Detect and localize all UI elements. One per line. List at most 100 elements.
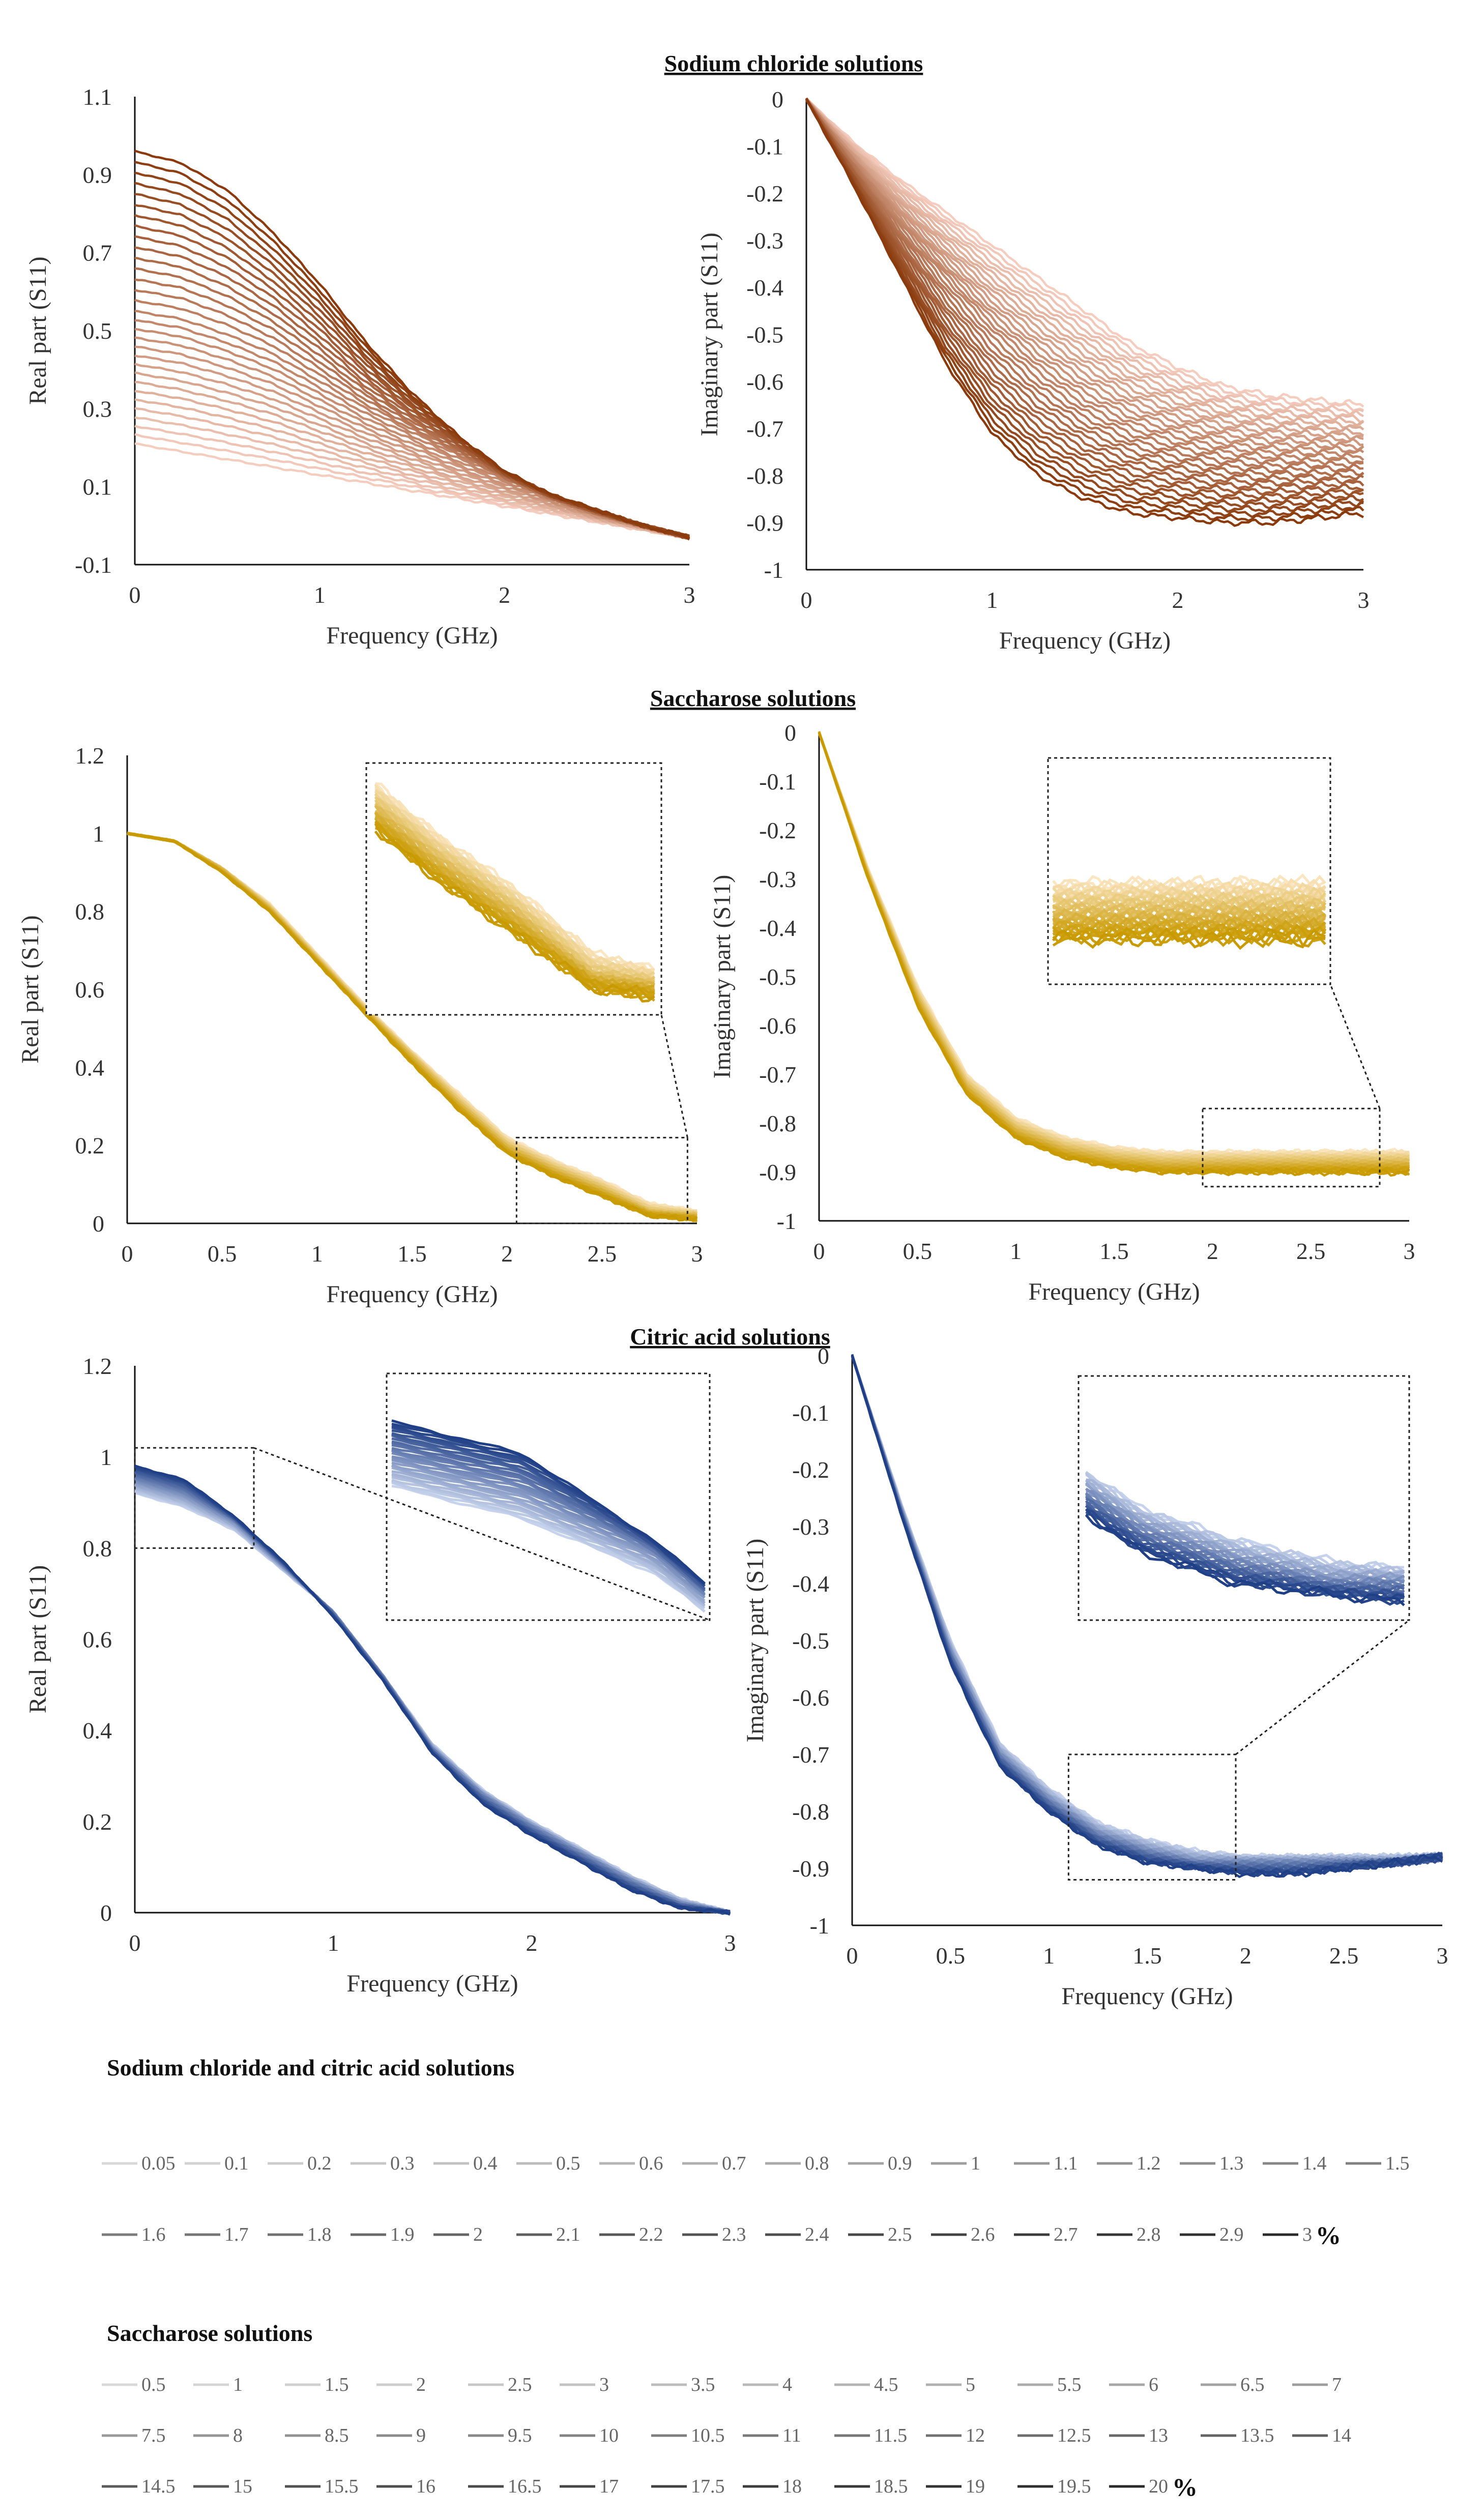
- x-tick-label: 2.5: [588, 1241, 617, 1267]
- legend-label: 9.5: [508, 2425, 532, 2446]
- inset-series-line: [391, 1476, 706, 1607]
- x-axis-label: Frequency (GHz): [346, 1970, 518, 1997]
- x-axis-label: Frequency (GHz): [1061, 1983, 1233, 2010]
- legend-label: 10: [599, 2425, 619, 2446]
- y-tick-label: -1: [810, 1913, 829, 1939]
- legend-label: 1.9: [390, 2224, 415, 2245]
- y-tick-label: 0.7: [83, 240, 112, 266]
- x-tick-label: 1: [1043, 1943, 1055, 1969]
- legend-label: 4: [782, 2374, 792, 2395]
- x-tick-label: 0: [129, 1930, 141, 1956]
- legend-label: 3.5: [691, 2374, 715, 2395]
- series-line: [134, 193, 690, 539]
- x-tick-label: 1: [314, 582, 326, 608]
- series-line: [805, 98, 1364, 462]
- legend-label: 1.7: [224, 2224, 249, 2245]
- legend-label: 2.6: [971, 2224, 995, 2245]
- y-tick-label: 1: [93, 821, 104, 846]
- y-tick-label: 0.2: [75, 1133, 105, 1159]
- y-tick-label: 0.2: [83, 1809, 112, 1835]
- y-tick-label: -1: [764, 557, 783, 583]
- y-tick-label: -0.9: [759, 1159, 796, 1185]
- x-tick-label: 1.5: [1099, 1238, 1129, 1264]
- y-tick-label: -0.3: [792, 1514, 829, 1540]
- y-tick-label: -0.3: [759, 866, 796, 892]
- series-line: [134, 182, 690, 539]
- series-line: [805, 98, 1364, 527]
- legend-label: 7: [1332, 2374, 1342, 2395]
- y-tick-label: -0.4: [792, 1571, 829, 1597]
- y-tick-label: 0.5: [83, 318, 112, 344]
- series-line: [805, 98, 1364, 440]
- y-tick-label: 0.8: [83, 1535, 112, 1561]
- legend-label: 2: [473, 2224, 483, 2245]
- legend-label: 2.9: [1219, 2224, 1244, 2245]
- legend-title: Saccharose solutions: [107, 2320, 312, 2346]
- legend-label: 1.5: [325, 2374, 349, 2395]
- series-line: [805, 99, 1364, 487]
- y-tick-label: -0.8: [746, 463, 783, 489]
- legend-label: 15.5: [325, 2476, 359, 2497]
- legend-label: 18: [782, 2476, 802, 2497]
- legend-label: 18.5: [874, 2476, 908, 2497]
- zoom-region-box: [1202, 1107, 1381, 1188]
- y-axis-label: Imaginary part (S11): [742, 1539, 769, 1743]
- legend-label: 1.6: [141, 2224, 166, 2245]
- legend-label: 8.5: [325, 2425, 349, 2446]
- series-line: [134, 1464, 731, 1916]
- y-tick-label: -0.5: [746, 322, 783, 348]
- series-line: [805, 97, 1364, 412]
- inset-connector: [1329, 984, 1381, 1109]
- series-line: [805, 99, 1364, 504]
- y-tick-label: 1.2: [83, 1353, 112, 1379]
- y-tick-label: 0.4: [83, 1718, 112, 1744]
- series-line: [134, 345, 690, 540]
- inset-series-line: [1085, 1514, 1405, 1606]
- series-line: [134, 336, 690, 540]
- x-tick-label: 0: [847, 1943, 858, 1969]
- series-line: [805, 99, 1364, 447]
- inset-series-line: [391, 1429, 706, 1587]
- series-line: [805, 98, 1364, 427]
- y-tick-label: 0: [818, 1343, 829, 1369]
- y-tick-label: -0.2: [746, 181, 783, 207]
- series-line: [805, 99, 1364, 470]
- x-tick-label: 1: [1010, 1238, 1022, 1264]
- series-line: [805, 99, 1364, 429]
- series-line: [134, 443, 690, 540]
- x-tick-label: 0: [129, 582, 141, 608]
- y-tick-label: -0.5: [759, 964, 796, 990]
- section-title-nacl: Sodium chloride solutions: [664, 50, 923, 76]
- inset-series-line: [391, 1419, 706, 1585]
- series-line: [805, 99, 1364, 518]
- legend-label: 16: [416, 2476, 435, 2497]
- y-tick-label: -0.5: [792, 1628, 829, 1654]
- inset-connector: [253, 1447, 710, 1621]
- legend-unit: %: [1316, 2221, 1341, 2249]
- legend-title: Sodium chloride and citric acid solution…: [107, 2055, 514, 2081]
- legend-label: 2.2: [639, 2224, 663, 2245]
- legend-label: 10.5: [691, 2425, 725, 2446]
- section-title-citric: Citric acid solutions: [630, 1324, 830, 1350]
- x-axis-label: Frequency (GHz): [326, 1281, 498, 1308]
- inset-series-line: [1052, 927, 1326, 950]
- legend-label: 19: [966, 2476, 985, 2497]
- y-tick-label: 0.6: [83, 1627, 112, 1653]
- y-tick-label: -0.6: [746, 369, 783, 395]
- y-tick-label: -0.4: [759, 915, 796, 941]
- legend-label: 0.05: [141, 2153, 176, 2174]
- series-line: [805, 98, 1364, 483]
- legend-label: 11.5: [874, 2425, 907, 2446]
- y-tick-label: 0: [772, 86, 783, 112]
- chart-sacch-real: 0 0.2 0.4 0.6 0.8 1 1.2 0 0.5 1 1.5 2 2.5 3 Frequency …: [17, 743, 703, 1308]
- legend-label: 20: [1149, 2476, 1168, 2497]
- x-tick-label: 2: [1172, 587, 1184, 613]
- y-tick-label: -0.2: [792, 1457, 829, 1483]
- x-axis-label: Frequency (GHz): [1028, 1278, 1200, 1305]
- x-tick-label: 2.5: [1329, 1943, 1359, 1969]
- legend-label: 6: [1149, 2374, 1158, 2395]
- legend-label: 15: [233, 2476, 252, 2497]
- legend-label: 3: [599, 2374, 609, 2395]
- y-tick-label: 0: [93, 1211, 104, 1237]
- y-tick-label: 0.3: [83, 396, 112, 422]
